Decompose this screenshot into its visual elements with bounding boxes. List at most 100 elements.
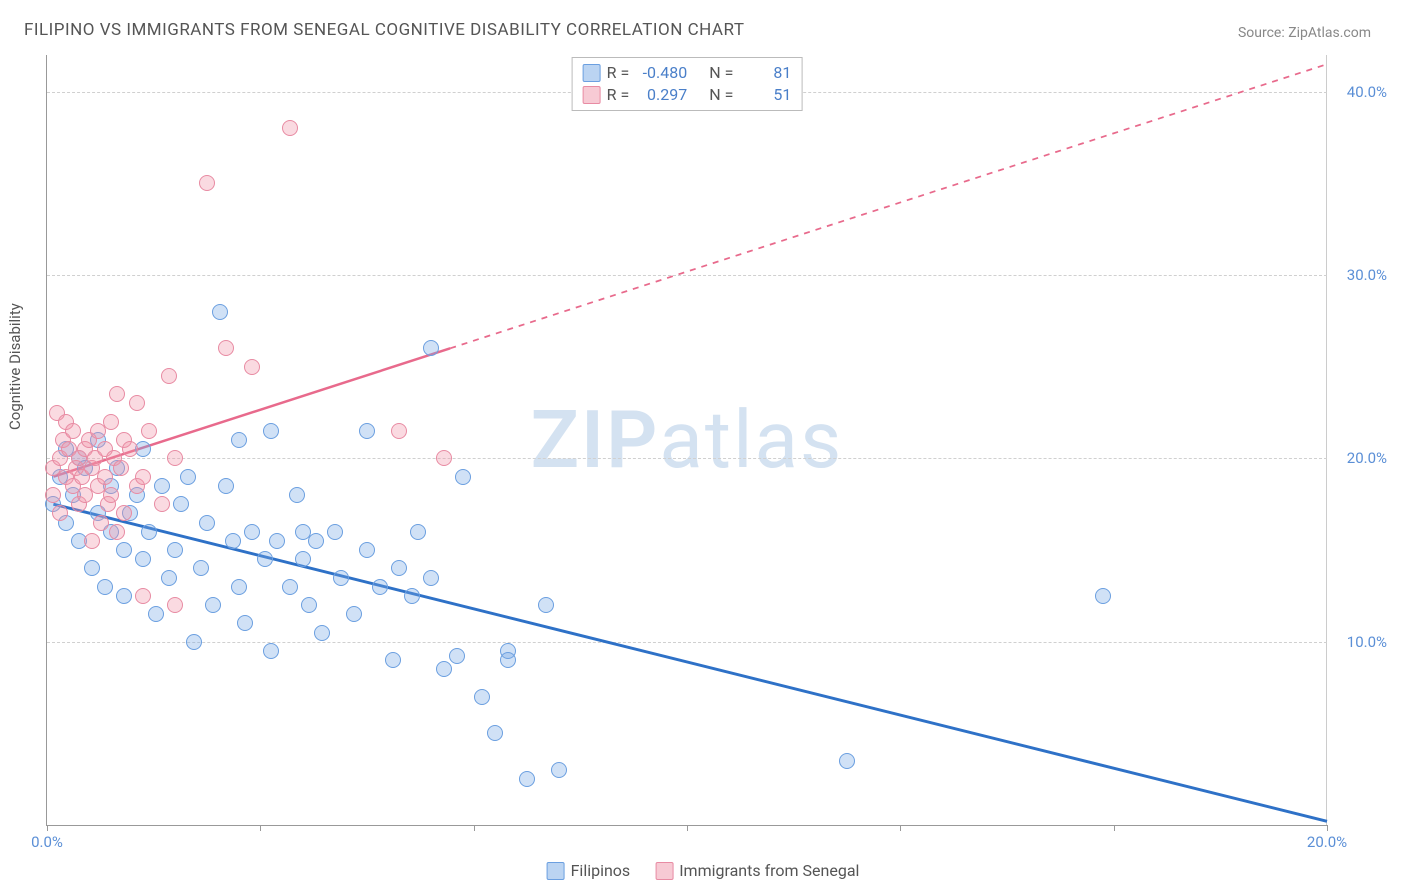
scatter-marker <box>289 487 305 503</box>
scatter-marker <box>410 524 426 540</box>
bottom-legend: Filipinos Immigrants from Senegal <box>547 861 860 880</box>
scatter-marker <box>500 652 516 668</box>
x-tick-label: 20.0% <box>1307 833 1347 851</box>
stats-row-blue: R = -0.480 N = 81 <box>583 62 792 84</box>
x-tick <box>474 825 475 831</box>
scatter-marker <box>327 524 343 540</box>
scatter-marker <box>538 597 554 613</box>
scatter-marker <box>84 533 100 549</box>
n-value-pink: 51 <box>739 84 791 106</box>
scatter-marker <box>109 524 125 540</box>
scatter-marker <box>295 551 311 567</box>
scatter-marker <box>333 570 349 586</box>
scatter-marker <box>269 533 285 549</box>
scatter-marker <box>135 469 151 485</box>
scatter-marker <box>308 533 324 549</box>
scatter-marker <box>1095 588 1111 604</box>
scatter-marker <box>218 340 234 356</box>
scatter-marker <box>314 625 330 641</box>
scatter-marker <box>154 496 170 512</box>
scatter-marker <box>205 597 221 613</box>
y-tick-label: 20.0% <box>1337 449 1387 467</box>
scatter-marker <box>487 725 503 741</box>
swatch-blue-icon <box>547 862 565 880</box>
r-label: R = <box>607 62 630 84</box>
swatch-pink-icon <box>655 862 673 880</box>
legend-label: Filipinos <box>571 861 631 880</box>
scatter-marker <box>84 560 100 576</box>
scatter-marker <box>116 588 132 604</box>
stats-row-pink: R = 0.297 N = 51 <box>583 84 792 106</box>
scatter-marker <box>116 542 132 558</box>
y-axis-label: Cognitive Disability <box>6 303 24 430</box>
scatter-marker <box>231 432 247 448</box>
x-tick <box>687 825 688 831</box>
scatter-marker <box>423 570 439 586</box>
x-tick <box>47 825 48 831</box>
scatter-marker <box>385 652 401 668</box>
scatter-marker <box>154 478 170 494</box>
r-value-pink: 0.297 <box>635 84 687 106</box>
scatter-marker <box>231 579 247 595</box>
n-label: N = <box>709 84 733 106</box>
scatter-marker <box>161 570 177 586</box>
scatter-marker <box>263 423 279 439</box>
scatter-marker <box>135 588 151 604</box>
scatter-marker <box>141 524 157 540</box>
scatter-marker <box>391 423 407 439</box>
scatter-marker <box>474 689 490 705</box>
scatter-marker <box>449 648 465 664</box>
r-value-blue: -0.480 <box>635 62 687 84</box>
scatter-marker <box>52 505 68 521</box>
scatter-marker <box>225 533 241 549</box>
scatter-marker <box>93 515 109 531</box>
swatch-blue-icon <box>583 64 601 82</box>
scatter-marker <box>129 395 145 411</box>
scatter-marker <box>359 542 375 558</box>
x-tick <box>900 825 901 831</box>
scatter-marker <box>113 460 129 476</box>
x-tick <box>260 825 261 831</box>
source-prefix: Source: <box>1238 25 1288 41</box>
chart-title: FILIPINO VS IMMIGRANTS FROM SENEGAL COGN… <box>24 20 744 40</box>
scatter-marker <box>199 515 215 531</box>
scatter-marker <box>97 469 113 485</box>
scatter-marker <box>359 423 375 439</box>
scatter-marker <box>519 771 535 787</box>
scatter-marker <box>839 753 855 769</box>
source-link[interactable]: ZipAtlas.com <box>1288 25 1371 41</box>
scatter-marker <box>551 762 567 778</box>
scatter-marker <box>244 524 260 540</box>
scatter-marker <box>167 597 183 613</box>
x-tick <box>1114 825 1115 831</box>
scatter-marker <box>97 579 113 595</box>
scatter-marker <box>404 588 420 604</box>
n-value-blue: 81 <box>739 62 791 84</box>
scatter-marker <box>103 487 119 503</box>
scatter-marker <box>301 597 317 613</box>
y-tick-label: 10.0% <box>1337 633 1387 651</box>
scatter-marker <box>167 542 183 558</box>
scatter-marker <box>282 579 298 595</box>
swatch-pink-icon <box>583 86 601 104</box>
scatter-marker <box>180 469 196 485</box>
scatter-marker <box>263 643 279 659</box>
scatter-marker <box>65 423 81 439</box>
legend-label: Immigrants from Senegal <box>679 861 859 880</box>
scatter-marker <box>244 359 260 375</box>
scatter-marker <box>135 551 151 567</box>
scatter-marker <box>161 368 177 384</box>
scatter-marker <box>237 615 253 631</box>
scatter-marker <box>436 450 452 466</box>
plot-area: ZIPatlas 10.0%20.0%30.0%40.0% 0.0%20.0% … <box>46 55 1327 826</box>
source-attribution: Source: ZipAtlas.com <box>1238 25 1371 41</box>
scatter-marker <box>186 634 202 650</box>
scatter-marker <box>141 423 157 439</box>
scatter-marker <box>173 496 189 512</box>
legend-item-senegal: Immigrants from Senegal <box>655 861 859 880</box>
scatter-marker <box>423 340 439 356</box>
scatter-marker <box>199 175 215 191</box>
scatter-marker <box>436 661 452 677</box>
scatter-marker <box>45 487 61 503</box>
x-tick-label: 0.0% <box>31 833 63 851</box>
